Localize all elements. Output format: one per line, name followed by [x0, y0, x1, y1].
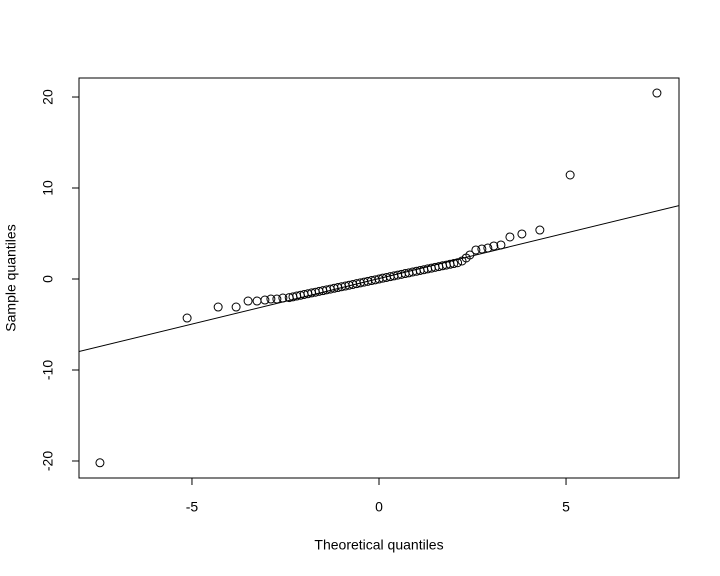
y-tick-label: 10 — [40, 180, 56, 196]
point — [213, 302, 223, 312]
point — [465, 250, 475, 260]
point — [453, 258, 463, 268]
y-axis-label: Sample quantiles — [3, 224, 19, 331]
point — [471, 245, 481, 255]
point — [231, 302, 241, 312]
x-tick-label: 0 — [375, 499, 383, 515]
x-tick-label: 5 — [562, 499, 570, 515]
point — [272, 294, 282, 304]
point — [489, 241, 499, 251]
y-tick-label: 20 — [40, 89, 56, 105]
point — [652, 88, 662, 98]
point — [252, 296, 262, 306]
point — [182, 313, 192, 323]
point — [278, 293, 288, 303]
point — [496, 240, 506, 250]
point — [505, 232, 515, 242]
point — [266, 294, 276, 304]
x-axis-label: Theoretical quantiles — [314, 537, 443, 553]
point — [535, 225, 545, 235]
y-tick-label: 0 — [40, 275, 56, 283]
point — [95, 458, 105, 468]
y-tick-label: -10 — [40, 360, 56, 380]
point — [449, 259, 459, 269]
x-tick-label: -5 — [186, 499, 199, 515]
point — [477, 244, 487, 254]
point — [565, 170, 575, 180]
point — [483, 243, 493, 253]
point — [517, 229, 527, 239]
y-tick-label: -20 — [40, 451, 56, 471]
point — [260, 295, 270, 305]
point — [243, 296, 253, 306]
